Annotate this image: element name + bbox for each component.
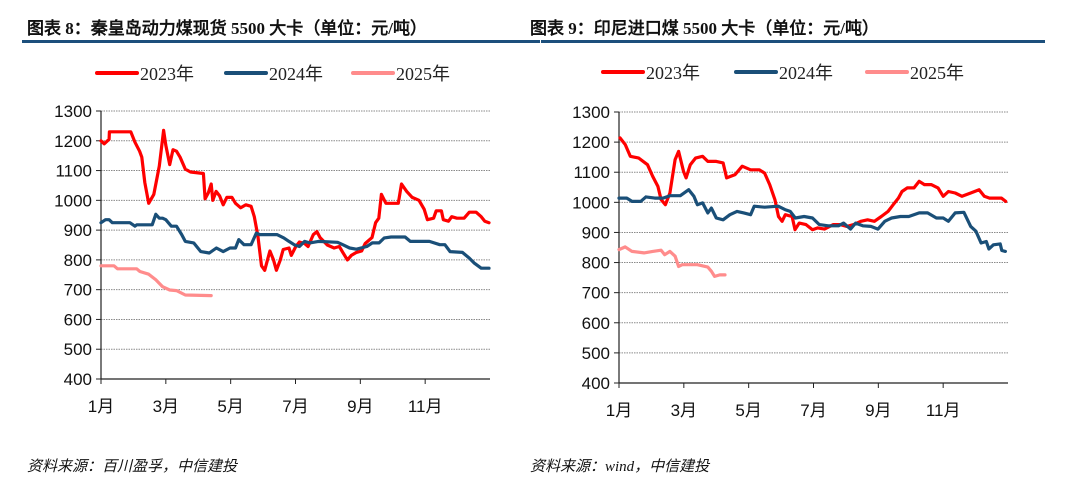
y-tick-label: 400 [582, 374, 610, 393]
y-tick-label: 700 [64, 281, 92, 300]
y-tick-label: 1300 [54, 102, 92, 121]
y-tick-label: 1300 [572, 103, 610, 122]
series-line-2024年 [617, 188, 1007, 253]
x-tick-label: 3月 [153, 397, 179, 416]
legend-label: 2023年 [646, 63, 700, 83]
y-tick-label: 1200 [54, 132, 92, 151]
legend-label: 2023年 [140, 64, 194, 84]
y-tick-label: 1000 [54, 191, 92, 210]
y-tick-label: 500 [64, 340, 92, 359]
y-tick-label: 1100 [573, 163, 610, 182]
chart-9: 400 500 600 700 800 900 1000 1100 1200 1300 1月 3月 5月… [572, 63, 1008, 420]
series-line-2023年 [618, 136, 1008, 232]
y-tick-label: 800 [582, 254, 610, 273]
legend-label: 2025年 [396, 64, 450, 84]
title-rule-left [22, 40, 540, 43]
x-tick-label: 1月 [606, 401, 632, 420]
chart-8-source: 资料来源：百川盈孚，中信建投 [27, 459, 238, 475]
y-tick-label: 1000 [572, 193, 610, 212]
x-tick-label: 5月 [217, 397, 243, 416]
y-tick-label: 900 [64, 221, 92, 240]
x-tick-label: 11月 [408, 397, 443, 416]
x-tick-label: 11月 [926, 401, 961, 420]
title-rule-right [541, 40, 1045, 43]
chart-8-title: 图表 8：秦皇岛动力煤现货 5500 大卡（单位：元/吨） [27, 19, 427, 38]
x-tick-label: 1月 [88, 397, 114, 416]
series-line-2024年 [99, 212, 491, 270]
y-tick-label: 800 [64, 251, 92, 270]
y-tick-label: 600 [582, 314, 610, 333]
legend-label: 2024年 [779, 63, 833, 83]
x-tick-label: 3月 [671, 401, 697, 420]
x-tick-label: 5月 [735, 401, 761, 420]
x-tick-label: 9月 [347, 397, 373, 416]
chart-9-source: 资料来源：wind，中信建投 [530, 459, 710, 475]
y-tick-label: 900 [582, 223, 610, 242]
chart-9-title: 图表 9：印尼进口煤 5500 大卡（单位：元/吨） [530, 19, 879, 38]
y-tick-label: 500 [582, 344, 610, 363]
y-tick-label: 700 [582, 284, 610, 303]
legend-label: 2024年 [269, 64, 323, 84]
x-tick-label: 9月 [865, 401, 891, 420]
y-tick-label: 600 [64, 310, 92, 329]
x-tick-label: 7月 [282, 397, 308, 416]
series-line-2023年 [99, 128, 491, 272]
y-tick-label: 1100 [55, 162, 92, 181]
series-line-2025年 [99, 264, 213, 298]
x-tick-label: 7月 [800, 401, 826, 420]
legend-label: 2025年 [910, 63, 964, 83]
y-tick-label: 1200 [572, 133, 610, 152]
y-tick-label: 400 [64, 370, 92, 389]
series-line-2025年 [617, 245, 727, 278]
chart-8: 400 500 600 700 800 900 1000 1100 1200 1300 1月 3月 5月… [54, 64, 491, 416]
